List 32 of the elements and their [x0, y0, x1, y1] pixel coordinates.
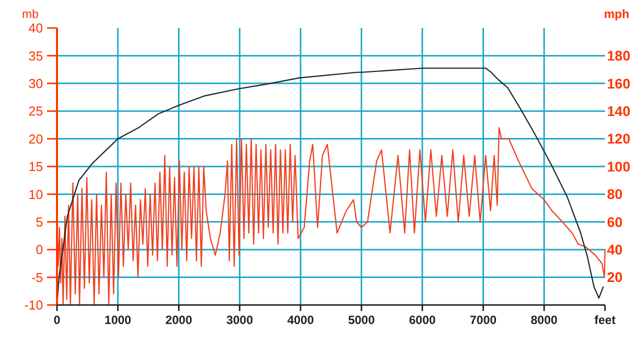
y2-tick-label: 80: [607, 186, 623, 202]
y-tick-label: 35: [28, 48, 43, 64]
y2-tick-label: 20: [607, 269, 623, 286]
x-tick-label: 8000: [530, 313, 558, 327]
x-tick-label: 7000: [470, 313, 497, 327]
y2-tick-label: 140: [607, 103, 631, 119]
x-tick-label: 1000: [104, 313, 132, 327]
y2-tick-label: 60: [607, 214, 623, 230]
y2-tick-label: 180: [607, 48, 631, 64]
y-tick-label: 15: [28, 159, 43, 174]
x-tick-label: 5000: [348, 313, 376, 327]
y-tick-label: 5: [36, 214, 43, 230]
y-tick-label: 0: [36, 242, 43, 258]
y-tick-label: 25: [28, 104, 43, 119]
x-tick-label: 6000: [408, 313, 436, 327]
y-tick-label: 40: [28, 20, 43, 36]
x-tick-label: 2000: [165, 313, 192, 327]
y-tick-label: -10: [24, 298, 43, 313]
x-tick-label: 4000: [287, 313, 314, 327]
x-tick-label: feet: [594, 313, 616, 327]
y-tick-label: -5: [31, 270, 43, 285]
x-tick-label: 0: [54, 313, 61, 327]
y-tick-label: 20: [28, 131, 43, 146]
y-tick-label: 30: [28, 76, 43, 91]
y2-tick-label: 40: [607, 242, 623, 258]
y2-tick-label: 100: [607, 158, 631, 174]
y2-axis-title: mph: [604, 7, 630, 21]
y-tick-label: 10: [28, 186, 43, 202]
y-axis-title: mb: [22, 7, 39, 21]
y2-tick-label: 120: [607, 130, 631, 147]
y2-tick-label: 160: [607, 75, 631, 92]
x-tick-label: 3000: [226, 313, 254, 327]
